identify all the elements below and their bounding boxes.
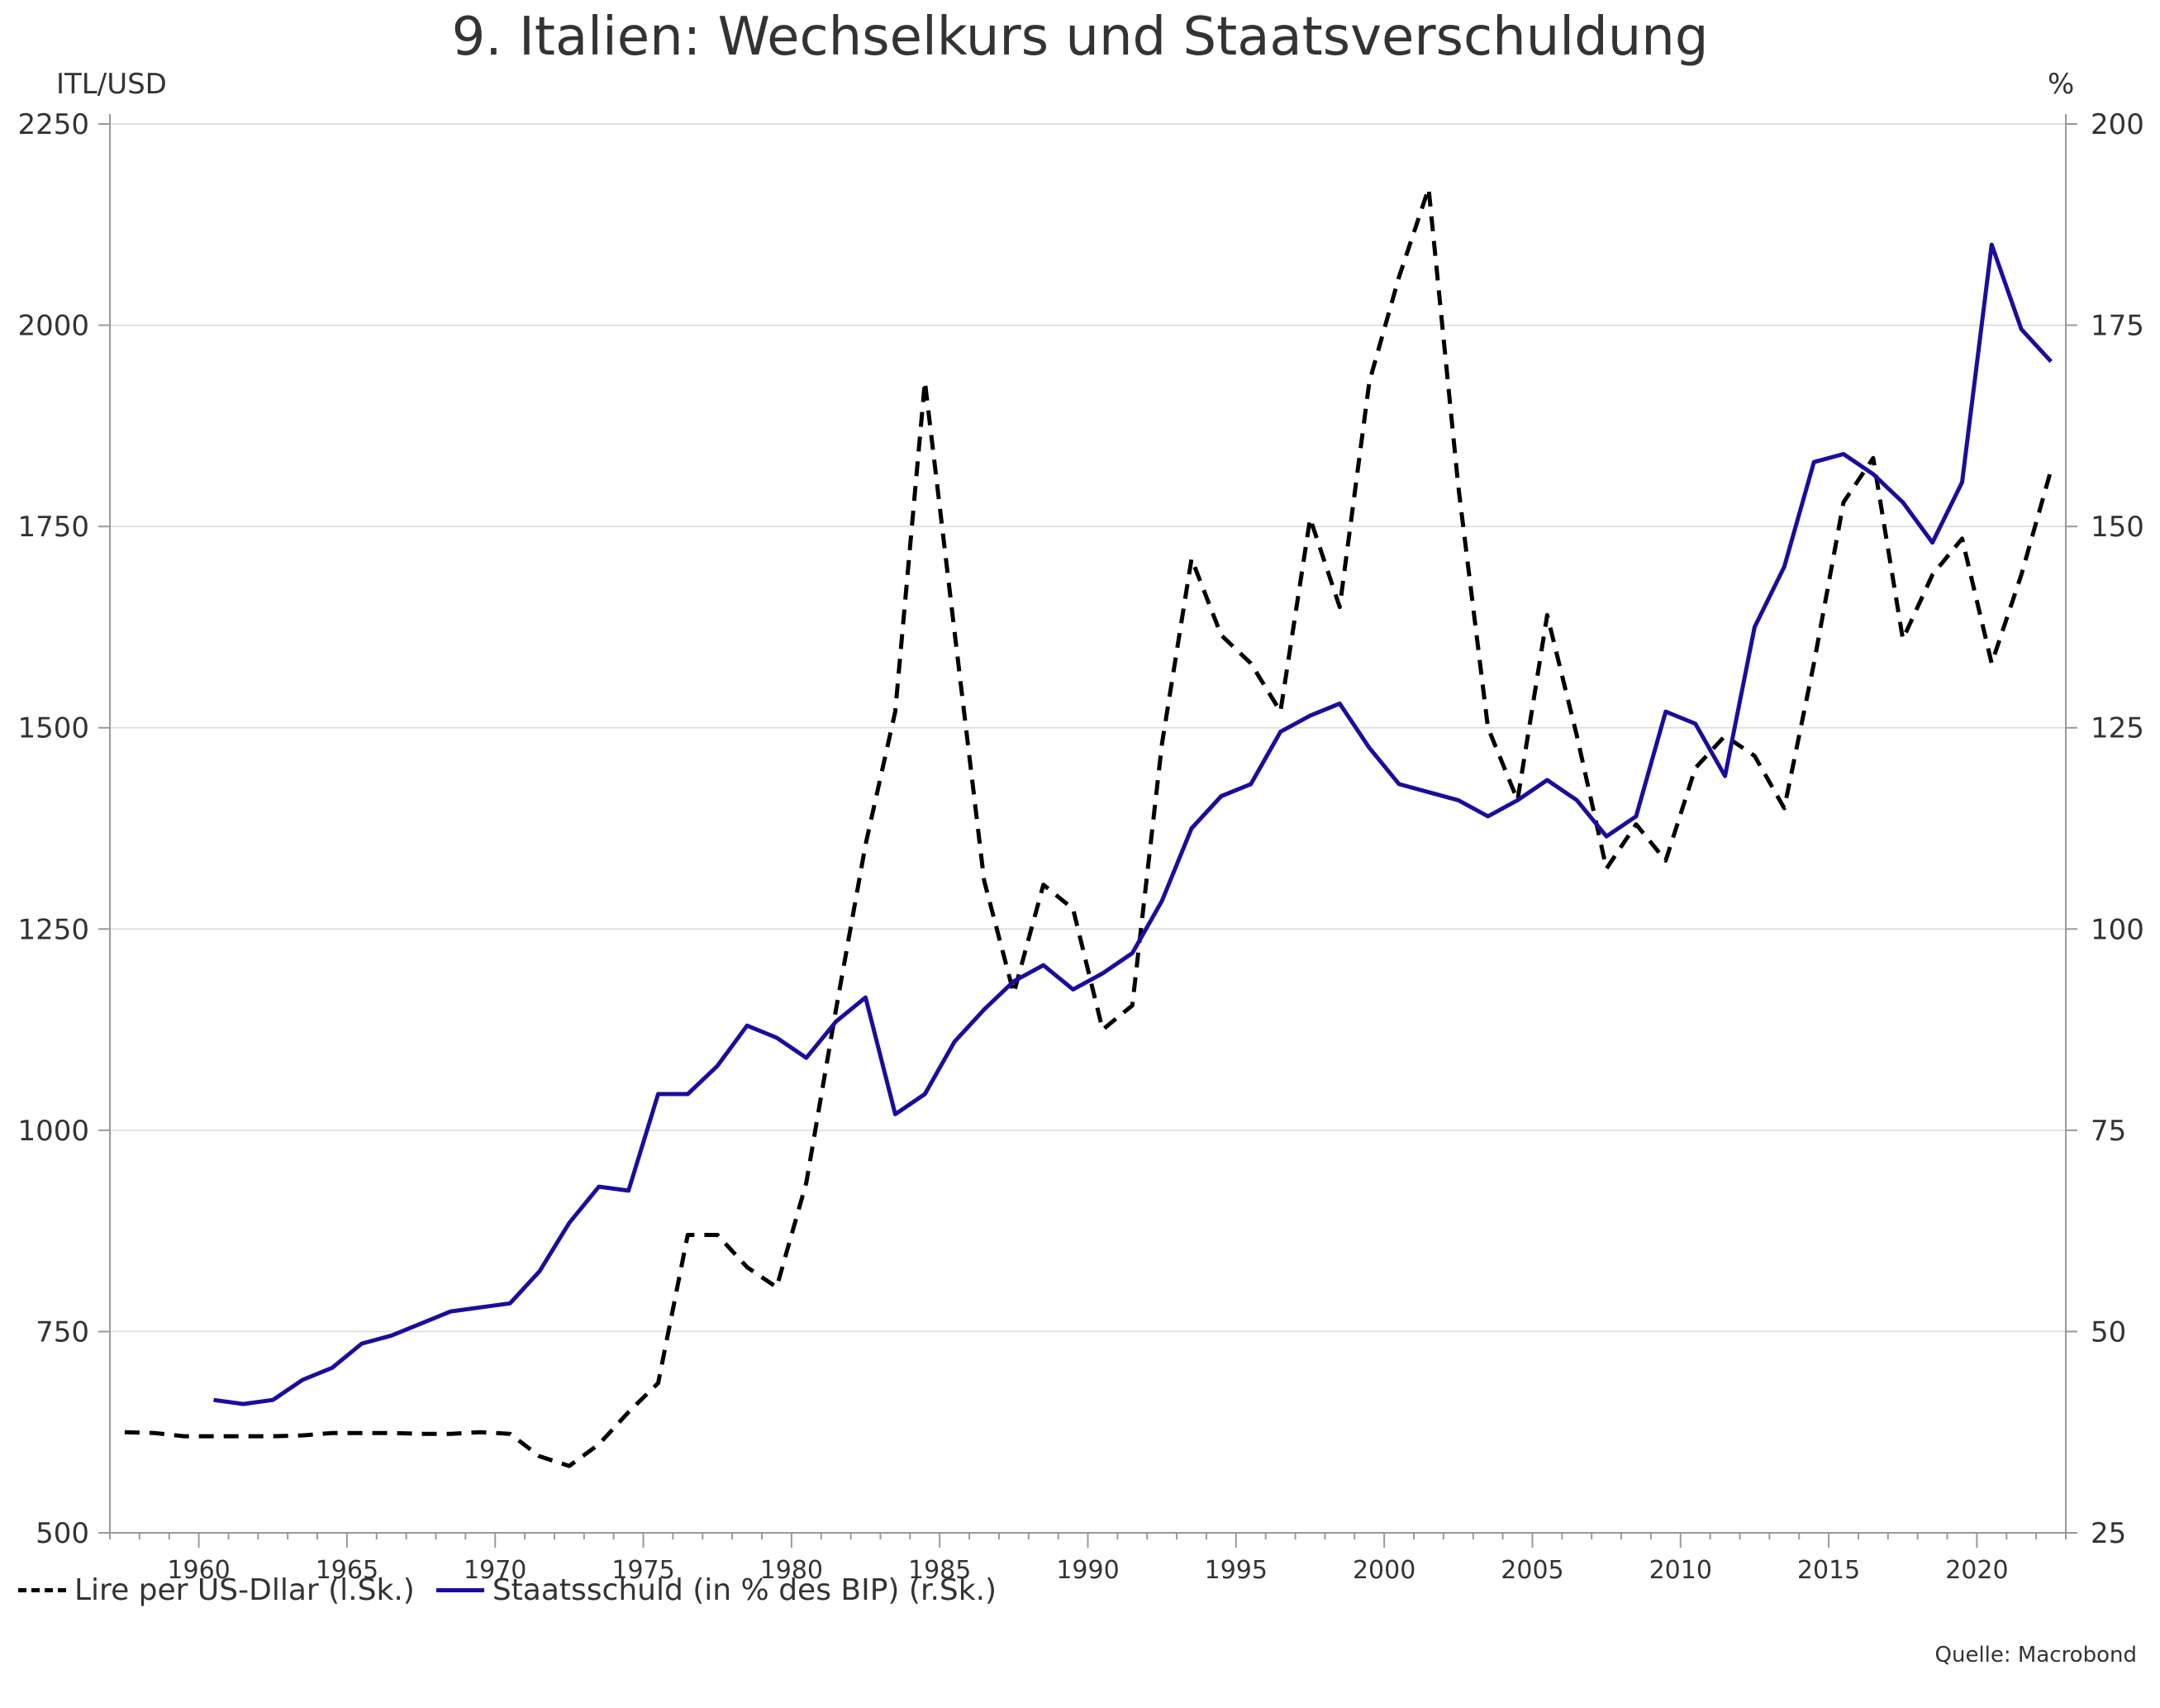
left-tick-label: 750 [36,1315,89,1349]
right-axis-unit: % [2048,68,2075,101]
left-tick-label: 500 [36,1517,89,1550]
left-tick-label: 1000 [17,1115,89,1148]
right-tick-label: 25 [2091,1517,2126,1550]
legend: Lire per US-Dllar (l.Sk.) Staatsschuld (… [18,1573,1018,1607]
axes [98,114,2077,1548]
x-tick-label: 2010 [1649,1556,1712,1585]
x-tick-label: 2005 [1501,1556,1563,1585]
x-tick-label: 1990 [1056,1556,1119,1585]
tick-labels: 500 750 1000 1250 1500 1750 2000 2250 25 50 75 100 1… [17,108,2143,1585]
left-tick-label: 2000 [17,310,89,343]
gridlines [110,123,2066,1333]
source-note: Quelle: Macrobond [1934,1643,2138,1668]
left-tick-label: 1750 [17,511,89,544]
left-tick-label: 2250 [17,108,89,141]
x-tick-label: 2020 [1945,1556,2008,1585]
x-tick-label: 1975 [611,1556,674,1585]
right-tick-label: 175 [2091,310,2144,343]
x-tick-label: 1970 [464,1556,526,1585]
x-tick-label: 1980 [760,1556,823,1585]
left-axis-unit: ITL/USD [56,68,167,101]
right-tick-label: 200 [2091,108,2144,141]
x-tick-label: 2000 [1353,1556,1415,1585]
right-tick-label: 125 [2091,712,2144,745]
legend-label-debt: Staatsschuld (in % des BIP) (r.Sk.) [492,1573,997,1607]
x-tick-label: 1985 [908,1556,971,1585]
legend-swatch-solid [435,1588,484,1592]
left-tick-label: 1500 [17,712,89,745]
right-tick-label: 50 [2091,1315,2126,1349]
legend-item-lire[interactable]: Lire per US-Dllar (l.Sk.) [18,1573,415,1607]
series-lines [124,186,2053,1468]
legend-label-lire: Lire per US-Dllar (l.Sk.) [74,1573,415,1607]
chart-title: 9. Italien: Wechselkurs und Staatsversch… [451,7,1709,68]
x-tick-label: 1960 [167,1556,230,1585]
right-tick-label: 150 [2091,511,2144,544]
left-tick-label: 1250 [17,913,89,946]
series-line-lire [124,186,2053,1468]
x-tick-label: 1965 [316,1556,378,1585]
right-tick-label: 75 [2091,1115,2126,1148]
legend-swatch-dashed [18,1588,66,1592]
x-tick-label: 2015 [1797,1556,1860,1585]
legend-item-debt[interactable]: Staatsschuld (in % des BIP) (r.Sk.) [435,1573,997,1607]
series-line-debt [213,242,2053,1406]
x-tick-label: 1995 [1205,1556,1268,1585]
right-tick-label: 100 [2091,913,2144,946]
